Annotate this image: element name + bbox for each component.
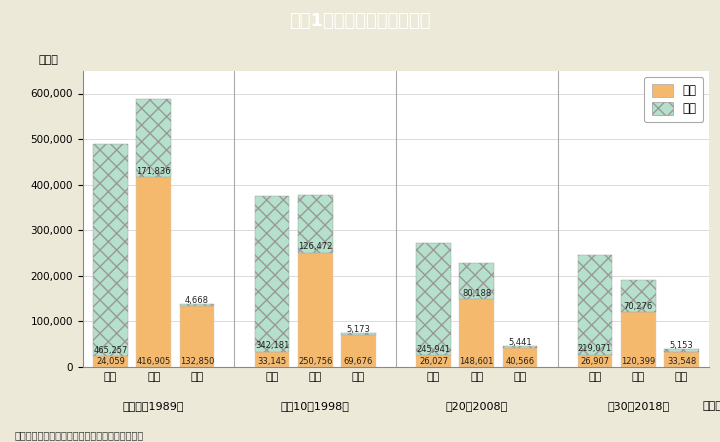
Text: 416,905: 416,905 <box>137 357 171 366</box>
Text: 5,173: 5,173 <box>346 325 371 334</box>
Bar <box>137 177 171 367</box>
Text: 250,756: 250,756 <box>298 357 333 366</box>
Text: 219,071: 219,071 <box>578 344 612 353</box>
Bar <box>665 349 699 351</box>
Bar <box>577 354 612 367</box>
Bar <box>137 99 171 177</box>
Text: 26,027: 26,027 <box>419 357 448 366</box>
Bar <box>255 352 289 367</box>
Bar <box>298 195 333 253</box>
Text: 4,668: 4,668 <box>185 296 209 305</box>
Text: 69,676: 69,676 <box>344 357 373 366</box>
Legend: 女子, 男子: 女子, 男子 <box>644 76 703 122</box>
Bar <box>341 333 376 335</box>
Text: 342,181: 342,181 <box>255 341 289 351</box>
Text: 24,059: 24,059 <box>96 357 125 366</box>
Text: 120,399: 120,399 <box>621 357 655 366</box>
Text: 平成元（1989）: 平成元（1989） <box>123 401 184 411</box>
Text: 33,548: 33,548 <box>667 357 696 366</box>
Text: 年30（2018）: 年30（2018） <box>607 401 670 411</box>
Text: 148,601: 148,601 <box>459 357 494 366</box>
Bar <box>416 355 451 367</box>
Text: 245,941: 245,941 <box>416 345 451 354</box>
Bar <box>459 299 494 367</box>
Bar <box>621 280 655 312</box>
Bar <box>621 312 655 367</box>
Text: 132,850: 132,850 <box>180 357 214 366</box>
Bar <box>255 196 289 352</box>
Text: 465,257: 465,257 <box>94 346 127 354</box>
Text: 126,472: 126,472 <box>298 242 333 251</box>
Text: （人）: （人） <box>39 55 59 65</box>
Bar <box>341 335 376 367</box>
Text: （年）: （年） <box>702 401 720 411</box>
Text: （備考）文部科学省「学校基本統計」より作成。: （備考）文部科学省「学校基本統計」より作成。 <box>14 430 144 440</box>
Text: 年20（2008）: 年20（2008） <box>446 401 508 411</box>
Bar <box>503 348 537 367</box>
Text: 171,836: 171,836 <box>136 167 171 175</box>
Text: 40,566: 40,566 <box>505 357 534 366</box>
Text: 5,441: 5,441 <box>508 338 532 347</box>
Bar <box>180 306 215 367</box>
Bar <box>93 356 127 367</box>
Text: 5,153: 5,153 <box>670 341 693 350</box>
Text: 70,276: 70,276 <box>624 301 653 311</box>
Text: 図袆1　学科別生徒数の推移: 図袆1 学科別生徒数の推移 <box>289 12 431 30</box>
Bar <box>416 243 451 355</box>
Bar <box>298 253 333 367</box>
Bar <box>577 255 612 354</box>
Text: 80,188: 80,188 <box>462 289 491 298</box>
Text: 平成10（1998）: 平成10（1998） <box>281 401 350 411</box>
Bar <box>503 346 537 348</box>
Bar <box>180 304 215 306</box>
Bar <box>459 263 494 299</box>
Bar <box>665 351 699 367</box>
Text: 33,145: 33,145 <box>258 357 287 366</box>
Bar <box>93 144 127 356</box>
Text: 26,907: 26,907 <box>580 357 610 366</box>
